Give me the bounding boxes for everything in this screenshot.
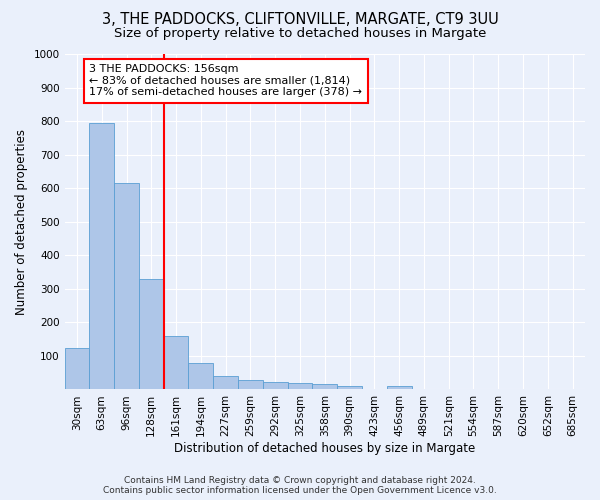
- Text: Size of property relative to detached houses in Margate: Size of property relative to detached ho…: [114, 28, 486, 40]
- Bar: [313, 384, 337, 390]
- Text: 3, THE PADDOCKS, CLIFTONVILLE, MARGATE, CT9 3UU: 3, THE PADDOCKS, CLIFTONVILLE, MARGATE, …: [101, 12, 499, 28]
- Bar: [65, 348, 89, 390]
- Bar: [114, 183, 139, 390]
- Bar: [164, 336, 188, 390]
- X-axis label: Distribution of detached houses by size in Margate: Distribution of detached houses by size …: [174, 442, 475, 455]
- Y-axis label: Number of detached properties: Number of detached properties: [15, 128, 28, 314]
- Bar: [139, 279, 164, 390]
- Bar: [213, 376, 238, 390]
- Bar: [263, 382, 287, 390]
- Bar: [337, 386, 362, 390]
- Bar: [287, 382, 313, 390]
- Bar: [387, 386, 412, 390]
- Bar: [89, 123, 114, 390]
- Bar: [188, 362, 213, 390]
- Bar: [238, 380, 263, 390]
- Text: 3 THE PADDOCKS: 156sqm
← 83% of detached houses are smaller (1,814)
17% of semi-: 3 THE PADDOCKS: 156sqm ← 83% of detached…: [89, 64, 362, 98]
- Text: Contains HM Land Registry data © Crown copyright and database right 2024.
Contai: Contains HM Land Registry data © Crown c…: [103, 476, 497, 495]
